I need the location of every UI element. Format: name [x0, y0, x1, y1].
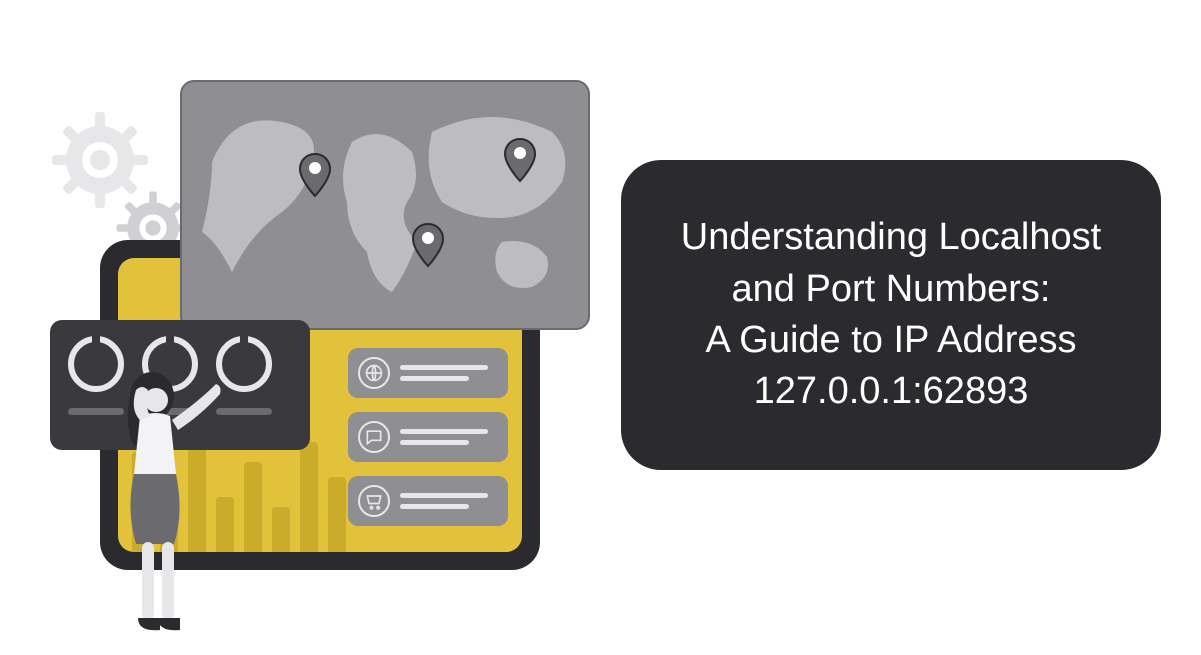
cart-icon: [358, 485, 390, 517]
page-root: Understanding Localhost and Port Numbers…: [0, 0, 1201, 630]
map-pin-icon: [297, 152, 333, 198]
title-line-2: and Port Numbers:: [732, 268, 1051, 310]
chart-bar: [272, 507, 290, 552]
list-item: [348, 476, 508, 526]
chart-bar: [300, 442, 318, 552]
chat-icon: [358, 421, 390, 453]
title-text: Understanding Localhost and Port Numbers…: [681, 212, 1101, 417]
illustration-area: [30, 40, 610, 610]
chart-bar: [328, 477, 346, 552]
list-widget: [348, 348, 508, 526]
list-item-lines: [400, 429, 498, 445]
title-line-3: A Guide to IP Address: [705, 319, 1076, 361]
list-item-lines: [400, 493, 498, 509]
chart-bar: [244, 462, 262, 552]
title-card: Understanding Localhost and Port Numbers…: [621, 160, 1161, 470]
list-item: [348, 412, 508, 462]
title-line-4: 127.0.0.1:62893: [754, 370, 1029, 412]
list-item: [348, 348, 508, 398]
title-line-1: Understanding Localhost: [681, 216, 1101, 258]
person-figure: [80, 370, 240, 650]
world-map-card: [180, 80, 590, 330]
globe-icon: [358, 357, 390, 389]
list-item-lines: [400, 365, 498, 381]
map-pin-icon: [410, 222, 446, 268]
map-pin-icon: [502, 137, 538, 183]
